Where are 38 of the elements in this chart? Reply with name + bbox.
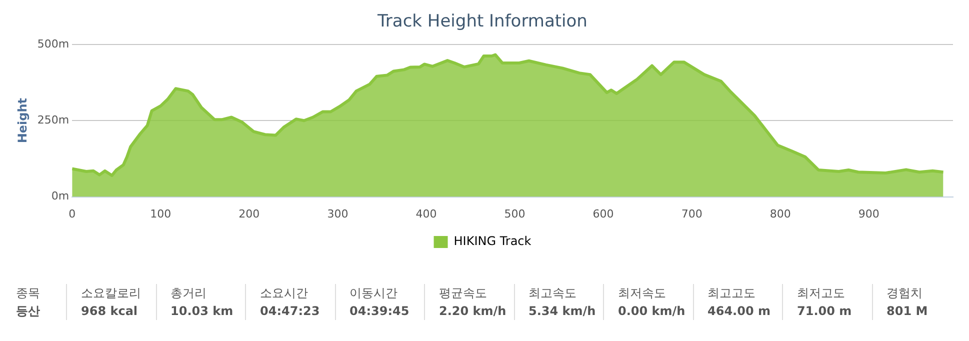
text: 최고속도 bbox=[528, 285, 578, 302]
text: 소요시간 bbox=[260, 285, 309, 302]
x-tick-label: 300 bbox=[327, 207, 348, 220]
text: 04:47:23 bbox=[260, 303, 321, 320]
x-tick-label: 900 bbox=[858, 207, 880, 220]
chart-title: Track Height Information bbox=[376, 12, 588, 32]
x-tick-label: 100 bbox=[150, 207, 172, 220]
text: 최저고도 bbox=[797, 285, 846, 302]
x-tick-label: 400 bbox=[416, 207, 437, 220]
x-tick-label: 700 bbox=[681, 207, 702, 220]
text: 평균속도 bbox=[439, 285, 488, 302]
x-tick-label: 600 bbox=[592, 207, 614, 220]
x-tick-label: 800 bbox=[770, 207, 791, 220]
text: 2.20 km/h bbox=[439, 303, 508, 320]
legend-label: HIKING Track bbox=[454, 234, 532, 248]
text: 등산 bbox=[16, 303, 41, 320]
text: 04:39:45 bbox=[350, 303, 410, 320]
text: 0.00 km/h bbox=[618, 303, 686, 320]
text: 소요칼로리 bbox=[81, 285, 142, 302]
text: 경험치 bbox=[886, 285, 924, 302]
text: 464.00 m bbox=[708, 303, 772, 320]
text: 종목 bbox=[16, 285, 41, 302]
text: 71.00 m bbox=[797, 303, 853, 320]
x-tick-label: 200 bbox=[238, 207, 260, 220]
x-tick-label: 500 bbox=[504, 207, 526, 220]
text: 10.03 km bbox=[170, 303, 234, 320]
text: 968 kcal bbox=[81, 303, 139, 320]
y-tick-label: 500m bbox=[37, 37, 70, 50]
text: 5.34 km/h bbox=[528, 303, 597, 320]
text: 총거리 bbox=[170, 285, 208, 302]
text: 최저속도 bbox=[618, 285, 667, 302]
text: 이동시간 bbox=[350, 285, 398, 302]
text: 801 M bbox=[886, 303, 929, 320]
y-tick-label: 0m bbox=[51, 190, 70, 203]
y-axis-title: Height bbox=[15, 98, 30, 144]
x-tick-label: 0 bbox=[68, 207, 76, 220]
y-tick-label: 250m bbox=[37, 113, 70, 126]
text: 최고고도 bbox=[708, 285, 756, 302]
